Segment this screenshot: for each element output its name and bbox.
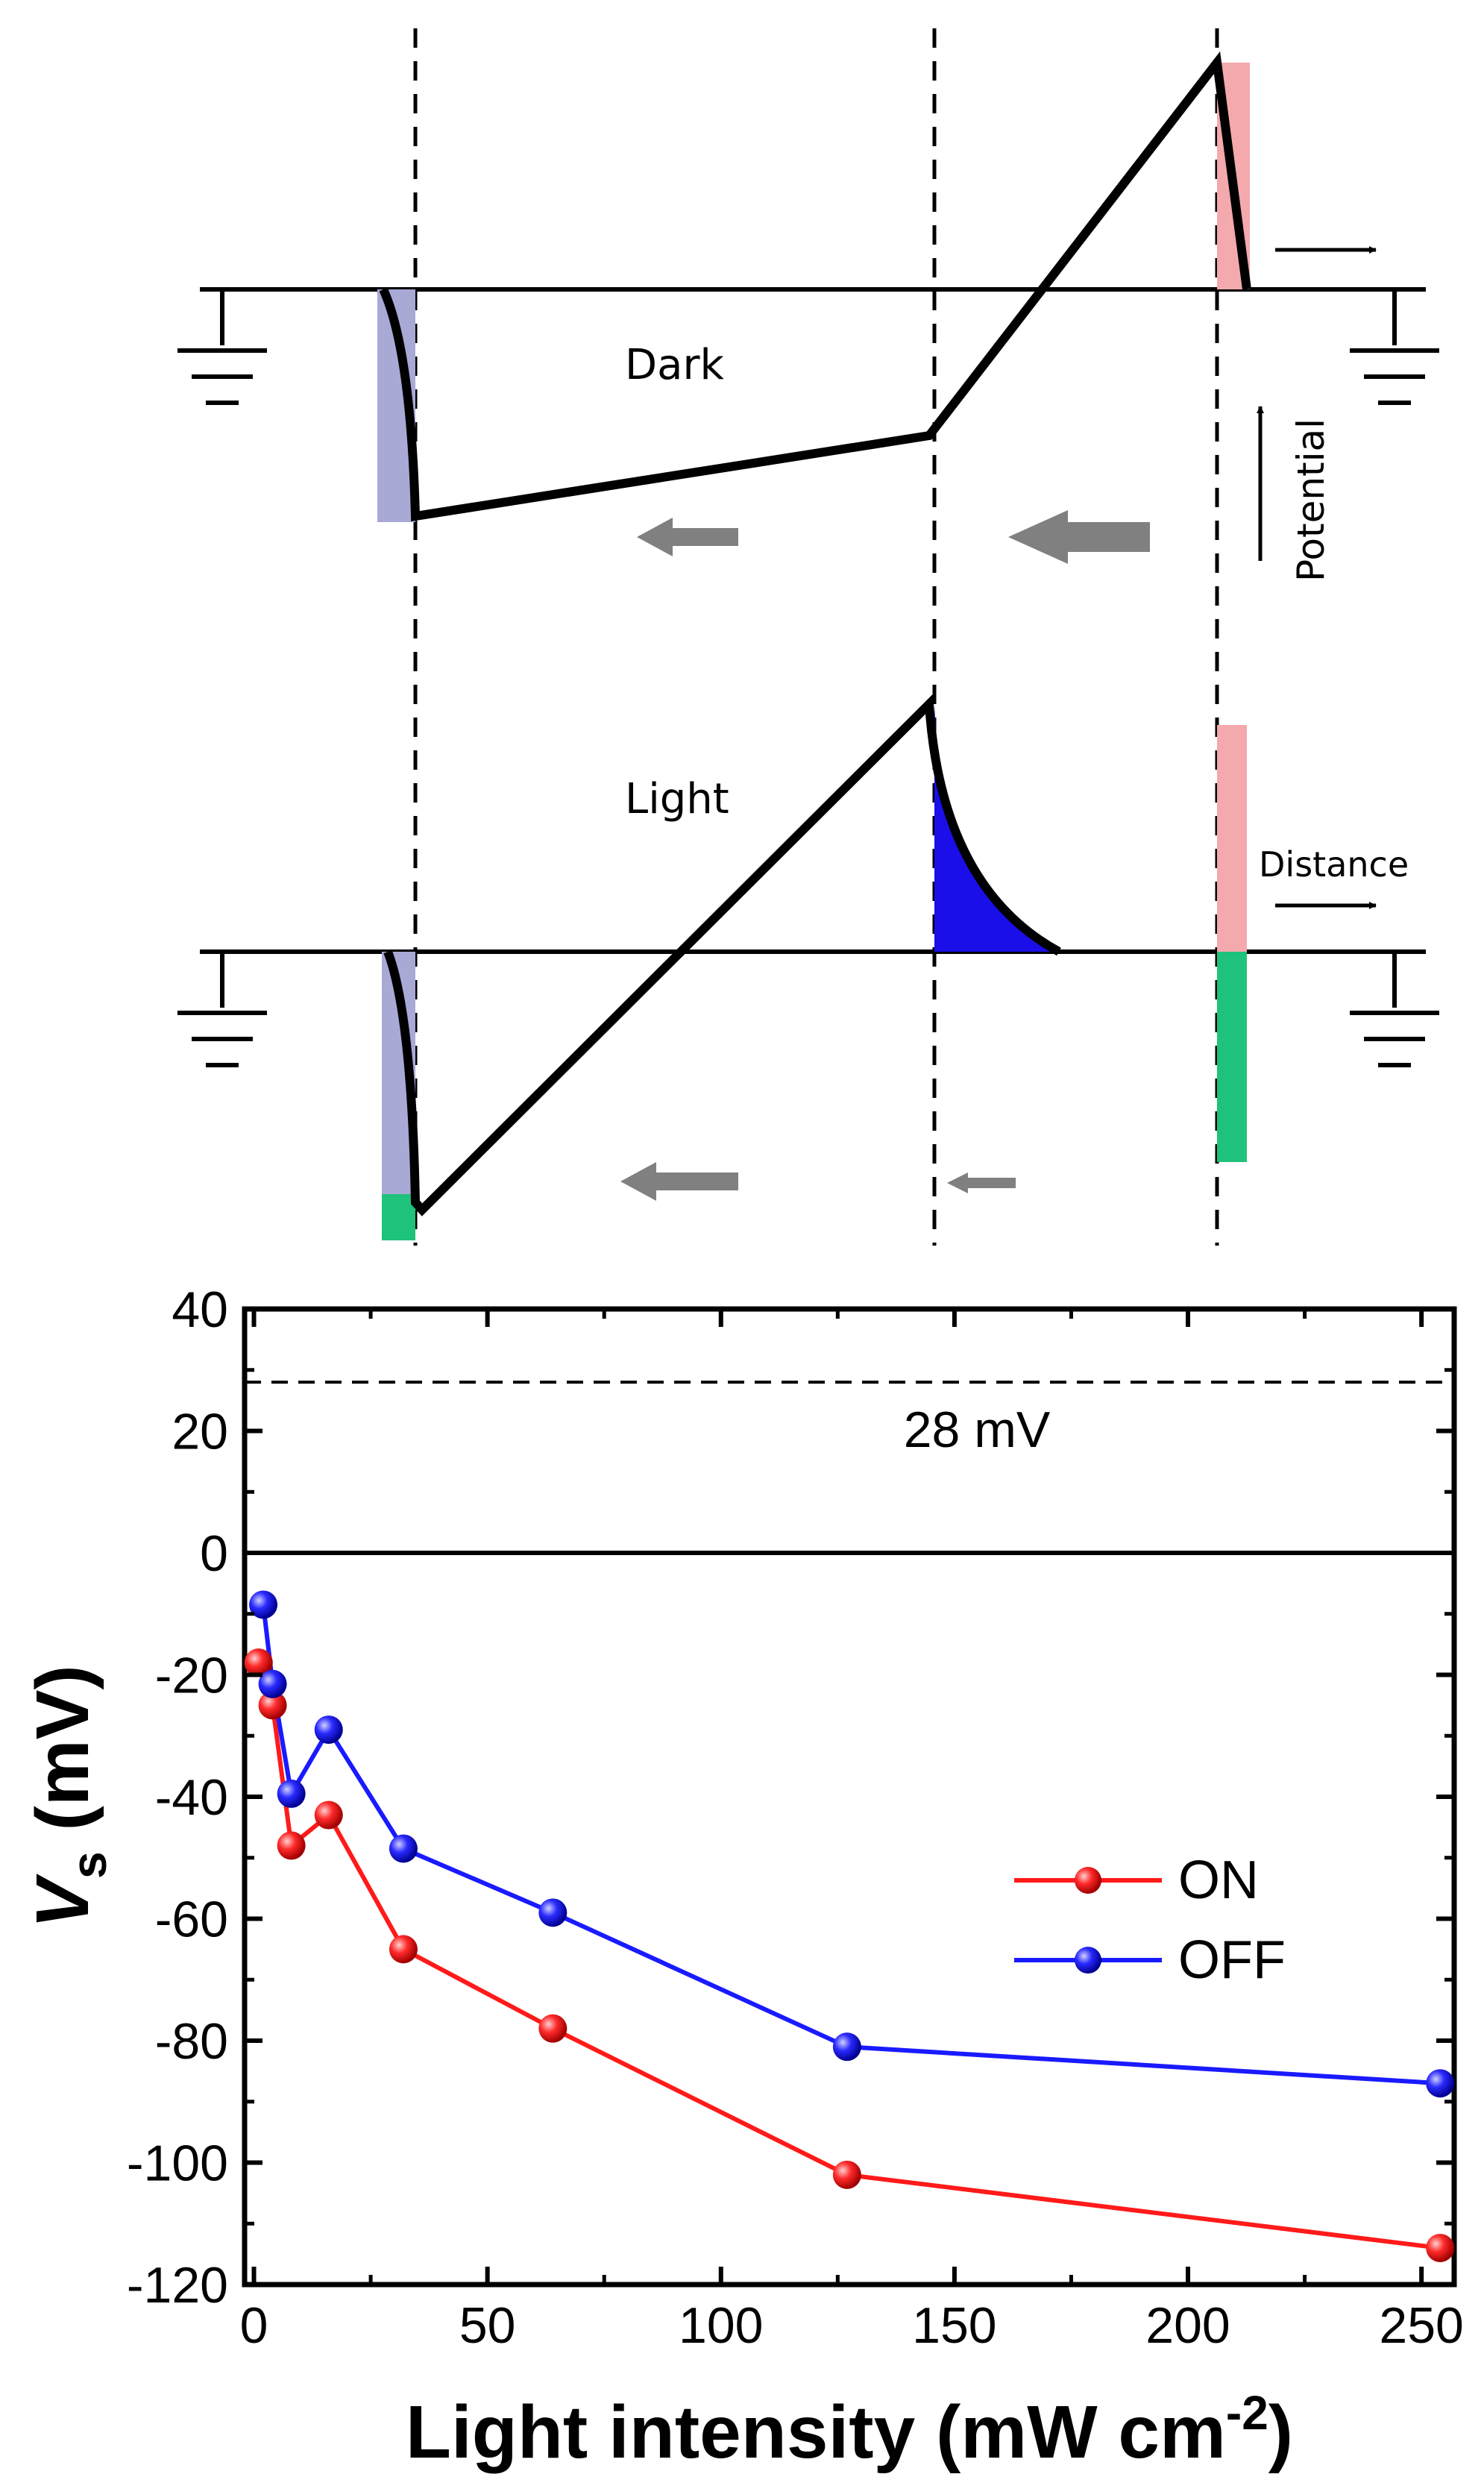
gray-arrow-icon <box>947 1172 1016 1193</box>
legend-label-off: OFF <box>1178 1930 1286 1990</box>
reference-line-label: 28 mV <box>904 1401 1051 1458</box>
data-point-off <box>249 1590 278 1619</box>
legend-item-off: OFF <box>1014 1930 1286 1990</box>
gray-arrow-icon <box>637 518 738 556</box>
light-panel: Distance Light <box>177 694 1439 1240</box>
light-potential-profile <box>383 694 1061 1216</box>
series-line-off <box>261 1604 1441 2086</box>
dark-label: Dark <box>625 341 724 389</box>
plot-frame <box>242 1306 1457 2288</box>
x-axis-title: Light intensity (mW cm-2) <box>406 2386 1293 2474</box>
x-tick-label: 200 <box>1145 2297 1230 2354</box>
x-tick-label: 100 <box>679 2297 763 2354</box>
legend-marker-off <box>1075 1947 1101 1974</box>
x-tick-label: 150 <box>912 2297 996 2354</box>
data-point-off <box>389 1834 418 1863</box>
guide-lines <box>413 28 1219 1246</box>
y-tick-label: -40 <box>155 1769 228 1826</box>
ground-icon <box>1350 289 1439 405</box>
legend-label-on: ON <box>1178 1850 1259 1910</box>
ground-icon <box>177 289 267 405</box>
data-point-on <box>538 2014 567 2043</box>
chart-marks <box>244 1381 1455 2262</box>
potential-label: Potential <box>1289 418 1333 582</box>
chart: 0 50 100 150 200 25040200-20-40-60-80-100-120… <box>21 1281 1464 2474</box>
data-point-off <box>258 1669 287 1698</box>
dark-potential-profile <box>379 51 1251 521</box>
schematic: Potential Dark <box>177 28 1439 1246</box>
data-point-on <box>389 1935 418 1964</box>
data-point-on <box>314 1801 343 1830</box>
data-point-off <box>538 1898 567 1927</box>
data-point-on <box>244 1648 273 1677</box>
legend: ON OFF <box>1014 1850 1286 1990</box>
light-green-fill-right <box>1217 952 1247 1162</box>
y-tick-label: -80 <box>155 2013 228 2070</box>
light-pink-fill <box>1217 725 1247 952</box>
data-point-off <box>314 1715 343 1745</box>
x-tick-label: 0 <box>240 2297 268 2354</box>
data-point-off <box>1426 2069 1455 2098</box>
data-point-off <box>832 2032 861 2062</box>
legend-item-on: ON <box>1014 1850 1259 1910</box>
x-tick-label: 250 <box>1379 2297 1463 2354</box>
y-tick-label: 20 <box>172 1404 228 1460</box>
data-point-on <box>832 2160 861 2189</box>
data-point-on <box>258 1691 287 1720</box>
ground-icon <box>1350 952 1439 1067</box>
data-point-on <box>1426 2233 1455 2262</box>
y-tick-label: 0 <box>200 1525 228 1582</box>
x-tick-label: 50 <box>459 2297 516 2354</box>
data-point-off <box>277 1779 306 1808</box>
y-tick-label: -120 <box>127 2257 228 2314</box>
series-line-on <box>256 1662 1441 2250</box>
light-label: Light <box>625 775 729 823</box>
data-point-on <box>277 1831 306 1860</box>
y-tick-label: -100 <box>127 2135 228 2192</box>
y-tick-label: -20 <box>155 1648 228 1704</box>
light-blue-fill <box>934 704 1059 952</box>
gray-arrow-icon <box>620 1162 738 1201</box>
y-tick-label: -60 <box>155 1892 228 1948</box>
ground-icon <box>177 952 267 1067</box>
light-green-fill-left <box>382 1194 415 1240</box>
legend-marker-on <box>1075 1867 1101 1894</box>
y-tick-label: 40 <box>172 1281 228 1338</box>
dark-panel: Potential Dark <box>177 51 1439 582</box>
y-axis-title: Vs (mV) <box>21 1665 116 1928</box>
distance-label: Distance <box>1259 844 1409 885</box>
gray-arrow-icon <box>1008 510 1150 564</box>
